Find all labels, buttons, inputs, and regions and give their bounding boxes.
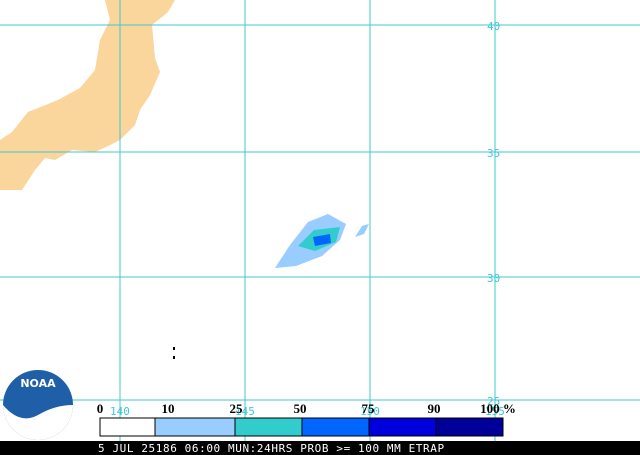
legend-swatch [154,417,236,437]
legend-label: 0 [97,401,104,416]
legend-swatch [301,417,370,437]
precip-area [355,224,369,237]
legend-label: 10 [162,401,175,416]
footer-text: 5 JUL 25186 06:00 MUN:24HRS PROB >= 100 … [98,442,445,455]
logo-wave [3,405,73,440]
lon-label: 150 [360,405,380,418]
logo-text: NOAA [20,377,56,390]
lon-label: 145 [235,405,255,418]
lat-label: 35 [487,147,500,160]
legend-swatch [234,417,303,437]
legend-label: 25 [230,401,244,416]
legend-swatch [368,417,437,437]
grid: 40 35 30 25 140 145 150 155 [0,0,640,441]
lon-label: 140 [110,405,130,418]
legend-label: 100 % [480,401,516,416]
precip-area [313,234,331,246]
lat-label: 30 [487,272,500,285]
lat-label: 25 [487,395,500,408]
lon-label: 155 [485,405,505,418]
lat-label: 40 [487,20,500,33]
footer-bar [0,441,640,455]
legend-swatch [99,417,156,437]
legend-label: 50 [294,401,307,416]
legend-label: 90 [428,401,441,416]
island [173,347,175,350]
island [173,356,175,359]
legend-label: 75 [362,401,376,416]
noaa-logo: NOAA [3,370,73,440]
legend-swatch [435,417,504,437]
land [0,0,175,190]
legend: 0 10 25 50 75 90 100 % [97,401,516,437]
